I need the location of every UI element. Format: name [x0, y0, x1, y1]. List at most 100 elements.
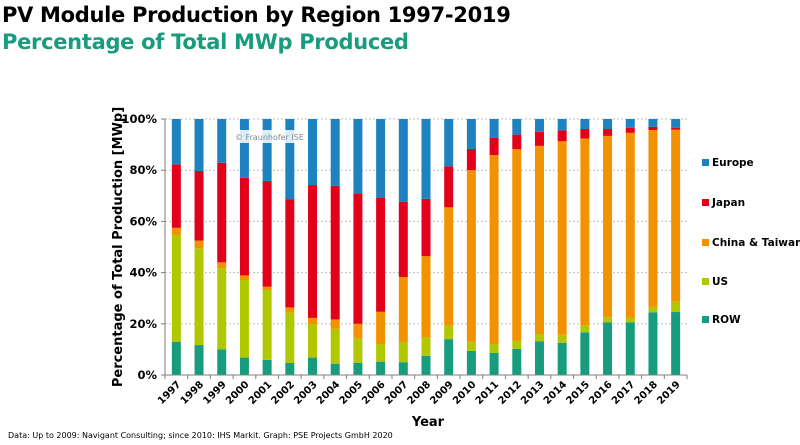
bar-stack-2016 — [603, 119, 613, 375]
bar-china-taiwan-2002 — [285, 307, 295, 313]
bar-stack-2017 — [625, 119, 635, 375]
x-tick-label: 2015 — [565, 379, 592, 406]
watermark-text: © Fraunhofer ISE — [235, 133, 304, 142]
bar-row-2019 — [671, 312, 681, 375]
chart-title: PV Module Production by Region 1997-2019 — [2, 3, 511, 27]
bar-us-2004 — [330, 328, 340, 364]
bar-china-taiwan-2006 — [376, 311, 386, 345]
bar-stack-2013 — [534, 119, 544, 375]
bar-us-2012 — [512, 340, 522, 349]
bar-japan-2009 — [444, 166, 454, 208]
bar-row-1997 — [171, 341, 181, 375]
bar-europe-2005 — [353, 119, 363, 194]
bars — [171, 119, 681, 375]
bar-stack-2007 — [398, 119, 408, 375]
y-tick-labels: 0% 20% 40% 60% 80% 100% — [121, 112, 157, 382]
watermark: © Fraunhofer ISE — [230, 130, 304, 143]
bar-row-2000 — [239, 357, 249, 375]
bar-china-taiwan-2003 — [308, 317, 318, 325]
bar-china-taiwan-2000 — [239, 275, 249, 281]
y-tick-label: 100% — [121, 112, 157, 126]
bar-stack-2000 — [239, 119, 249, 375]
bar-europe-2014 — [557, 119, 567, 131]
x-tick-label: 2016 — [587, 379, 614, 406]
bar-us-2000 — [239, 280, 249, 358]
bar-stack-1999 — [217, 119, 227, 375]
x-tick-label: 2017 — [610, 379, 637, 406]
bar-europe-2013 — [534, 119, 544, 132]
bar-europe-2018 — [648, 119, 658, 127]
bar-row-2017 — [625, 322, 635, 375]
bar-stack-2008 — [421, 119, 431, 375]
bar-stack-2018 — [648, 119, 658, 375]
x-tick-label: 2007 — [383, 379, 410, 406]
bar-row-2015 — [580, 332, 590, 375]
x-tick-label: 2001 — [247, 379, 274, 406]
x-tick-labels: 1997199819992000200120022003200420052006… — [156, 379, 683, 406]
bar-us-1999 — [217, 268, 227, 350]
bar-japan-2011 — [489, 137, 499, 156]
bar-row-2011 — [489, 352, 499, 375]
y-tick-label: 80% — [129, 163, 157, 177]
bar-china-taiwan-2014 — [557, 141, 567, 335]
bar-japan-2018 — [648, 126, 658, 131]
x-tick-label: 2009 — [428, 379, 455, 406]
legend: Europe Japan China & Taiwan US ROW — [702, 157, 800, 326]
legend-item-europe: Europe — [702, 157, 754, 169]
y-tick-label: 20% — [129, 317, 157, 331]
bar-stack-2004 — [330, 119, 340, 375]
bar-china-taiwan-2016 — [603, 135, 613, 318]
bar-japan-1999 — [217, 162, 227, 263]
bar-stack-1998 — [194, 119, 204, 375]
bar-row-2014 — [557, 342, 567, 375]
bar-china-taiwan-2008 — [421, 256, 431, 338]
bar-us-2001 — [262, 290, 272, 360]
bar-us-2011 — [489, 344, 499, 353]
bar-us-2015 — [580, 325, 590, 333]
bar-stack-1997 — [171, 119, 181, 375]
bar-us-2016 — [603, 317, 613, 323]
x-tick-label: 2003 — [292, 379, 319, 406]
y-tick-label: 60% — [129, 214, 157, 228]
bar-china-taiwan-2005 — [353, 323, 363, 339]
bar-japan-2017 — [625, 127, 635, 133]
bar-china-taiwan-1997 — [171, 227, 181, 235]
legend-swatch — [702, 239, 709, 246]
bar-japan-2002 — [285, 199, 295, 308]
bar-stack-2006 — [376, 119, 386, 375]
bar-stack-2005 — [353, 119, 363, 375]
bar-row-1998 — [194, 345, 204, 375]
bar-china-taiwan-2019 — [671, 129, 681, 302]
bar-us-2006 — [376, 344, 386, 362]
bar-japan-2007 — [398, 201, 408, 277]
bar-us-2010 — [466, 341, 476, 351]
x-axis-title: Year — [411, 415, 445, 430]
legend-label: US — [712, 276, 728, 288]
bar-us-2008 — [421, 337, 431, 356]
bar-row-2009 — [444, 339, 454, 375]
x-tick-label: 2010 — [451, 379, 478, 406]
bar-japan-2013 — [534, 131, 544, 146]
bar-europe-2017 — [625, 119, 635, 128]
legend-item-row: ROW — [702, 314, 741, 326]
x-tick-label: 2006 — [360, 379, 387, 406]
bar-japan-2012 — [512, 134, 522, 150]
bar-china-taiwan-2009 — [444, 207, 454, 326]
bar-china-taiwan-2001 — [262, 286, 272, 291]
bar-stack-2012 — [512, 119, 522, 375]
bar-china-taiwan-2013 — [534, 145, 544, 335]
bar-row-2003 — [308, 357, 318, 375]
bar-china-taiwan-1998 — [194, 240, 204, 249]
bar-stack-2003 — [308, 119, 318, 375]
bar-europe-2009 — [444, 119, 454, 167]
bar-us-2009 — [444, 325, 454, 340]
bar-row-2012 — [512, 348, 522, 375]
bar-stack-2015 — [580, 119, 590, 375]
bar-row-2005 — [353, 362, 363, 375]
bar-china-taiwan-2010 — [466, 170, 476, 342]
x-tick-label: 2011 — [474, 379, 501, 406]
legend-item-japan: Japan — [702, 197, 745, 209]
bar-japan-2010 — [466, 148, 476, 171]
bar-europe-2019 — [671, 119, 681, 128]
